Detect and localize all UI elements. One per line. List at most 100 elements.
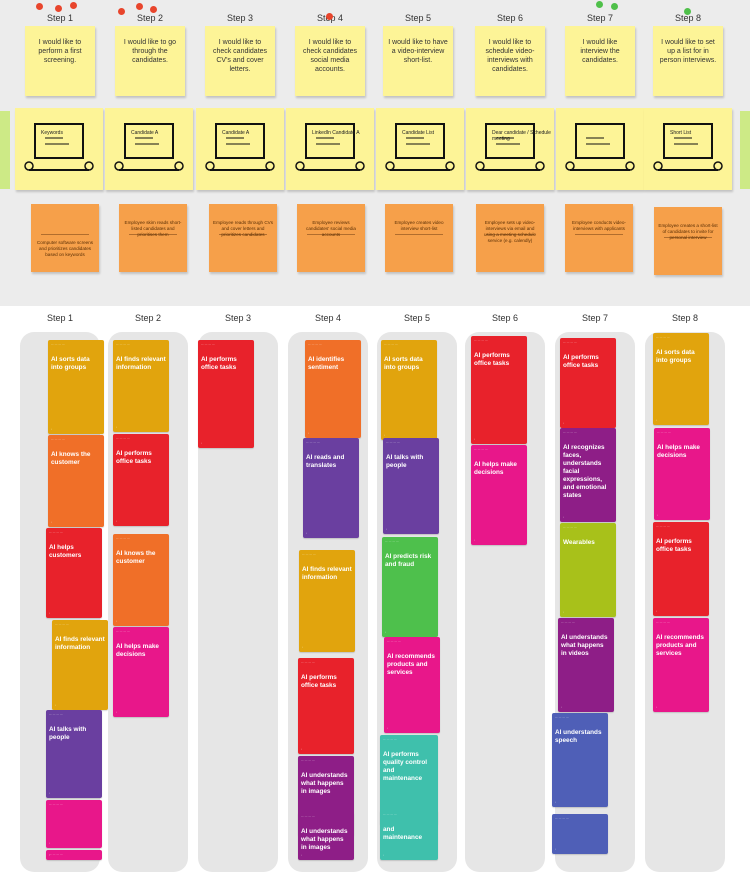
sketch-caption: Candidate List: [402, 130, 434, 136]
ai-card[interactable]: — — — — AI performs office tasks •: [560, 338, 616, 428]
magnifier-on-monitor-icon[interactable]: Keywords: [15, 108, 103, 190]
action-sticky-note[interactable]: Employee conducts video-interviews with …: [565, 204, 633, 272]
step-label: Step 8: [674, 13, 702, 23]
card-category-tag: — — — —: [386, 441, 400, 444]
ai-card[interactable]: — — — — AI helps make decisions •: [471, 445, 527, 545]
card-footer: •: [49, 854, 50, 857]
card-footer: •: [385, 631, 386, 634]
ai-card[interactable]: — — — — AI finds relevant information •: [299, 550, 355, 652]
card-title: AI understands speech: [555, 729, 602, 744]
card-title: AI knows the customer: [116, 550, 156, 565]
action-sticky-note[interactable]: Employee creates a short-list of candida…: [654, 207, 722, 275]
ai-card[interactable]: — — — — AI sorts data into groups •: [48, 340, 104, 434]
ai-card[interactable]: — — — — Wearables •: [560, 523, 616, 617]
card-title: AI talks with people: [386, 454, 424, 469]
person-at-computer-icon[interactable]: Candidate A: [105, 108, 193, 190]
ai-card[interactable]: — — — — AI understands what happens in vi…: [558, 618, 614, 712]
ai-card[interactable]: — — — — •: [46, 800, 102, 848]
action-sticky-note[interactable]: Employee skim reads short-listed candida…: [119, 204, 187, 272]
ai-card[interactable]: — — — — AI knows the customer •: [48, 435, 104, 527]
action-sticky-note[interactable]: Employee reads through CVs and cover let…: [209, 204, 277, 272]
lane-label: Step 1: [46, 313, 74, 323]
vote-dot: [150, 6, 157, 13]
ai-card[interactable]: — — — — AI finds relevant information •: [52, 620, 108, 710]
document-on-desk-icon[interactable]: Candidate A: [196, 108, 284, 190]
need-sticky-note[interactable]: I would like to have a video-interview s…: [383, 26, 453, 96]
ai-card[interactable]: — — — — AI helps make decisions •: [654, 428, 710, 520]
ai-card[interactable]: — — — — AI recommends products and servic…: [653, 618, 709, 712]
card-category-tag: — — — —: [49, 803, 63, 806]
card-footer: •: [386, 528, 387, 531]
card-title: AI performs office tasks: [301, 674, 337, 689]
card-category-tag: — — — —: [383, 813, 397, 816]
laptop-list-icon[interactable]: Candidate List: [376, 108, 464, 190]
ai-card[interactable]: — — — — AI understands what happens in im…: [298, 812, 354, 860]
email-on-laptop-icon[interactable]: Dear candidate / Schedule meeting: [466, 108, 554, 190]
video-call-icon[interactable]: [556, 108, 644, 190]
card-footer: •: [656, 419, 657, 422]
need-sticky-note[interactable]: I would like to check candidates social …: [295, 26, 365, 96]
card-footer: •: [387, 727, 388, 730]
need-text: I would like interview the candidates.: [580, 39, 620, 64]
divider-line: [575, 234, 623, 235]
action-sticky-note[interactable]: Employee sets up video-interviews via em…: [476, 204, 544, 272]
card-footer: •: [384, 434, 385, 437]
action-sticky-note[interactable]: Employee reviews candidates' social medi…: [297, 204, 365, 272]
ai-card[interactable]: — — — — AI performs office tasks •: [198, 340, 254, 448]
sketch-caption: Candidate A: [131, 130, 159, 136]
ai-card[interactable]: — — — — AI talks with people •: [46, 710, 102, 798]
ai-card[interactable]: — — — — AI performs office tasks •: [113, 434, 169, 526]
ai-card[interactable]: — — — — AI recommends products and servic…: [384, 637, 440, 733]
ai-card[interactable]: — — — — AI performs office tasks •: [298, 658, 354, 754]
ai-card[interactable]: — — — — AI knows the customer •: [113, 534, 169, 626]
ai-card[interactable]: — — — — AI recognizes faces, understands …: [560, 428, 616, 522]
card-title: AI sorts data into groups: [384, 356, 423, 371]
linkedin-profile-icon[interactable]: LinkedIn Candidate A: [286, 108, 374, 190]
ai-card[interactable]: — — — — •: [552, 814, 608, 854]
action-sticky-note[interactable]: Computer software screens and prioritize…: [31, 204, 99, 272]
need-sticky-note[interactable]: I would like interview the candidates.: [565, 26, 635, 96]
action-text: Employee conducts video-interviews with …: [572, 220, 626, 231]
card-title: AI knows the customer: [51, 451, 91, 466]
need-sticky-note[interactable]: I would like to set up a list for in per…: [653, 26, 723, 96]
need-sticky-note[interactable]: I would like to go through the candidate…: [115, 26, 185, 96]
step-label: Step 7: [586, 13, 614, 23]
ai-card[interactable]: — — — — AI performs office tasks •: [471, 336, 527, 444]
ai-card[interactable]: — — — — AI understands speech •: [552, 713, 608, 807]
need-text: I would like to schedule video-interview…: [485, 39, 535, 73]
ai-card[interactable]: — — — — AI performs office tasks •: [653, 522, 709, 616]
card-title: AI understands what happens in images: [301, 772, 348, 795]
card-category-tag: — — — —: [474, 339, 488, 342]
card-category-tag: — — — —: [301, 759, 315, 762]
card-footer: •: [55, 704, 56, 707]
card-title: AI performs office tasks: [474, 352, 510, 367]
ai-card[interactable]: — — — — AI talks with people •: [383, 438, 439, 534]
ai-card[interactable]: — — — — AI identifies sentiment •: [305, 340, 361, 438]
need-sticky-note[interactable]: I would like to schedule video-interview…: [475, 26, 545, 96]
ai-card[interactable]: — — — — AI predicts risk and fraud •: [382, 537, 438, 637]
card-title: AI identifies sentiment: [308, 356, 345, 371]
ai-card[interactable]: — — — — AI sorts data into groups •: [653, 333, 709, 425]
action-sticky-note[interactable]: Employee creates video interview short-l…: [385, 204, 453, 272]
card-title: AI sorts data into groups: [656, 349, 695, 364]
laptop-shortlist-icon[interactable]: Short List: [644, 108, 732, 190]
ai-card[interactable]: — — — — and maintenance •: [380, 810, 438, 860]
card-title: AI helps customers: [49, 544, 82, 559]
card-category-tag: — — — —: [656, 336, 670, 339]
ai-card[interactable]: — — — — AI helps customers •: [46, 528, 102, 618]
card-footer: •: [555, 801, 556, 804]
need-sticky-note[interactable]: I would like to check candidates CV's an…: [205, 26, 275, 96]
sketch-caption: LinkedIn Candidate A: [312, 130, 360, 136]
ai-card[interactable]: — — — — •: [46, 850, 102, 860]
card-category-tag: — — — —: [383, 738, 397, 741]
ai-card[interactable]: — — — — AI finds relevant information •: [113, 340, 169, 432]
ai-card[interactable]: — — — — AI reads and translates •: [303, 438, 359, 538]
need-sticky-note[interactable]: I would like to perform a first screenin…: [25, 26, 95, 96]
card-title: AI performs office tasks: [116, 450, 152, 465]
card-title: AI predicts risk and fraud: [385, 553, 432, 568]
card-category-tag: — — — —: [116, 343, 130, 346]
lane-label: Step 8: [671, 313, 699, 323]
need-text: I would like to check candidates CV's an…: [212, 39, 268, 73]
ai-card[interactable]: — — — — AI helps make decisions •: [113, 627, 169, 717]
ai-card[interactable]: — — — — AI sorts data into groups •: [381, 340, 437, 440]
